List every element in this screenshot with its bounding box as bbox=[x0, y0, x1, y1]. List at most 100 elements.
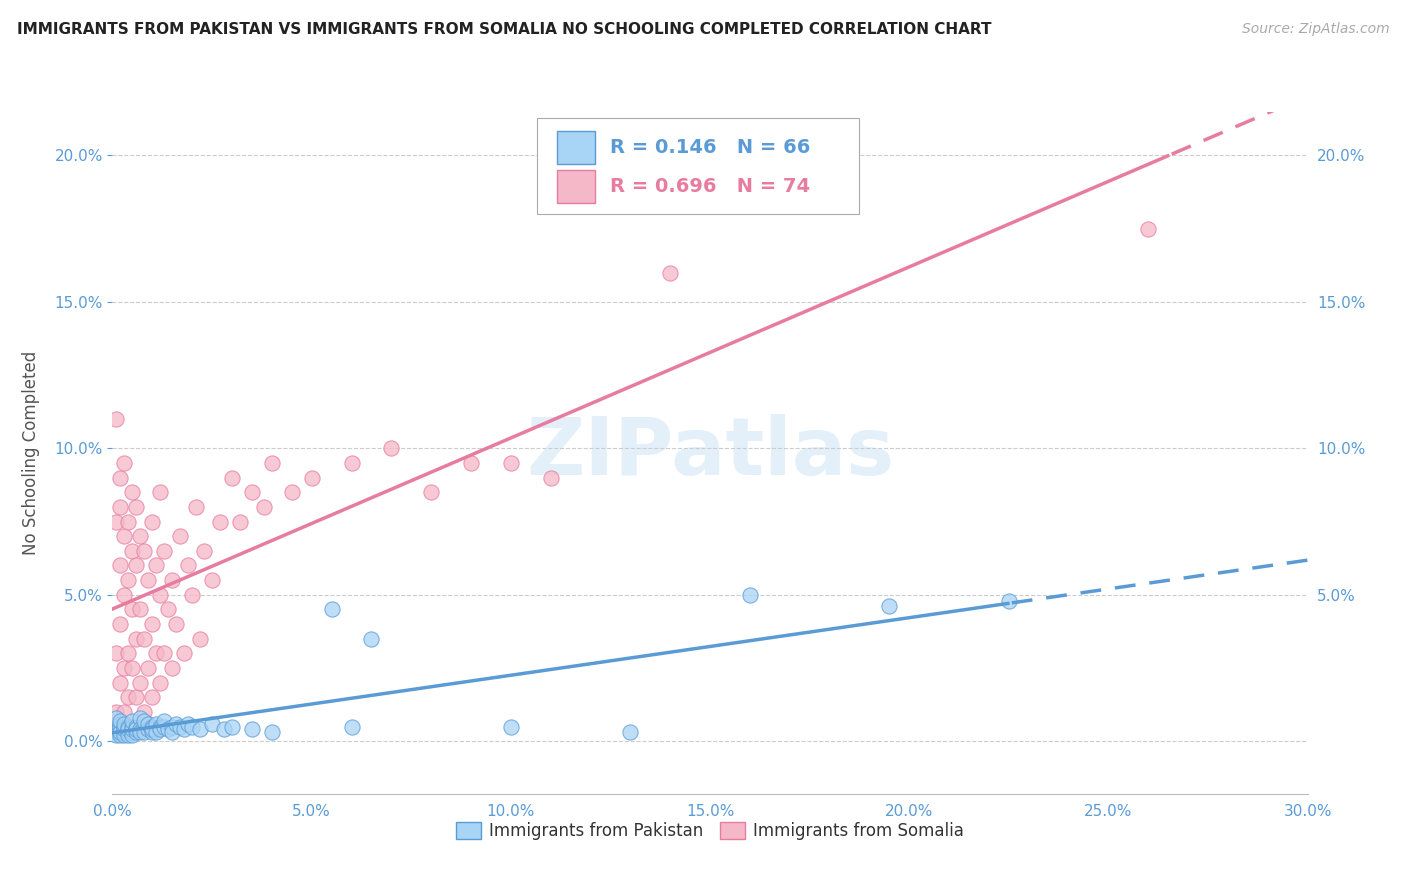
Point bbox=[125, 723, 148, 737]
Point bbox=[110, 500, 132, 514]
Point bbox=[169, 529, 191, 543]
Y-axis label: No Schooling Completed: No Schooling Completed bbox=[22, 351, 41, 555]
Point bbox=[125, 690, 148, 705]
Point bbox=[125, 719, 148, 733]
Point bbox=[117, 728, 139, 742]
Point bbox=[188, 632, 211, 646]
Point bbox=[738, 588, 761, 602]
Text: ZIPatlas: ZIPatlas bbox=[526, 414, 894, 491]
Point bbox=[121, 728, 143, 742]
Point bbox=[380, 442, 402, 456]
Point bbox=[240, 723, 263, 737]
Point bbox=[114, 728, 135, 742]
Point bbox=[125, 500, 148, 514]
Point bbox=[209, 515, 232, 529]
Point bbox=[105, 711, 128, 725]
Point bbox=[201, 573, 224, 587]
Point bbox=[229, 515, 252, 529]
Point bbox=[340, 719, 363, 733]
Point bbox=[619, 725, 641, 739]
Point bbox=[340, 456, 363, 470]
Point bbox=[165, 716, 187, 731]
Point bbox=[141, 723, 163, 737]
Point bbox=[138, 723, 160, 737]
Point bbox=[114, 716, 135, 731]
Point bbox=[162, 573, 183, 587]
FancyBboxPatch shape bbox=[557, 131, 595, 164]
Point bbox=[134, 719, 156, 733]
Point bbox=[186, 500, 208, 514]
FancyBboxPatch shape bbox=[557, 170, 595, 203]
Point bbox=[141, 725, 163, 739]
Point bbox=[157, 723, 180, 737]
Point bbox=[129, 725, 152, 739]
Point bbox=[125, 632, 148, 646]
Point bbox=[141, 617, 163, 632]
Point bbox=[110, 716, 132, 731]
Point bbox=[188, 723, 211, 737]
Point bbox=[221, 470, 243, 484]
Point bbox=[177, 558, 200, 573]
Point bbox=[177, 716, 200, 731]
Text: R = 0.146   N = 66: R = 0.146 N = 66 bbox=[610, 138, 810, 157]
Point bbox=[141, 690, 163, 705]
Point bbox=[138, 573, 160, 587]
Point bbox=[117, 719, 139, 733]
Point bbox=[145, 725, 167, 739]
Point bbox=[157, 602, 180, 616]
Point bbox=[221, 719, 243, 733]
Text: Source: ZipAtlas.com: Source: ZipAtlas.com bbox=[1241, 22, 1389, 37]
Point bbox=[114, 661, 135, 675]
Point bbox=[153, 543, 176, 558]
Point bbox=[149, 485, 172, 500]
Point bbox=[134, 705, 156, 719]
Point bbox=[499, 719, 522, 733]
Point bbox=[129, 602, 152, 616]
Point bbox=[162, 719, 183, 733]
Point bbox=[360, 632, 382, 646]
Point bbox=[110, 723, 132, 737]
Point bbox=[121, 719, 143, 733]
Point bbox=[110, 675, 132, 690]
Point bbox=[201, 716, 224, 731]
Point bbox=[129, 529, 152, 543]
Point bbox=[165, 617, 187, 632]
Point bbox=[121, 602, 143, 616]
Point bbox=[125, 558, 148, 573]
Point bbox=[998, 593, 1021, 607]
Point bbox=[138, 716, 160, 731]
Point bbox=[169, 719, 191, 733]
Point bbox=[145, 558, 167, 573]
Point bbox=[110, 725, 132, 739]
Point bbox=[105, 728, 128, 742]
Point bbox=[117, 515, 139, 529]
Point bbox=[110, 719, 132, 733]
Text: IMMIGRANTS FROM PAKISTAN VS IMMIGRANTS FROM SOMALIA NO SCHOOLING COMPLETED CORRE: IMMIGRANTS FROM PAKISTAN VS IMMIGRANTS F… bbox=[17, 22, 991, 37]
Point bbox=[301, 470, 323, 484]
Point bbox=[121, 543, 143, 558]
Point bbox=[110, 617, 132, 632]
Point bbox=[260, 725, 283, 739]
Point bbox=[105, 646, 128, 660]
Point bbox=[181, 719, 204, 733]
Point bbox=[110, 470, 132, 484]
Point bbox=[110, 719, 132, 733]
Point bbox=[117, 573, 139, 587]
Point bbox=[153, 719, 176, 733]
Point bbox=[110, 558, 132, 573]
Point bbox=[129, 711, 152, 725]
Point bbox=[193, 543, 215, 558]
Point bbox=[117, 646, 139, 660]
Legend: Immigrants from Pakistan, Immigrants from Somalia: Immigrants from Pakistan, Immigrants fro… bbox=[449, 815, 972, 847]
Point bbox=[125, 725, 148, 739]
Point bbox=[105, 515, 128, 529]
Point bbox=[121, 723, 143, 737]
Point bbox=[121, 661, 143, 675]
Point bbox=[114, 588, 135, 602]
Point bbox=[138, 661, 160, 675]
Point bbox=[105, 719, 128, 733]
Point bbox=[281, 485, 304, 500]
Point bbox=[114, 719, 135, 733]
Point bbox=[162, 725, 183, 739]
Point bbox=[117, 723, 139, 737]
